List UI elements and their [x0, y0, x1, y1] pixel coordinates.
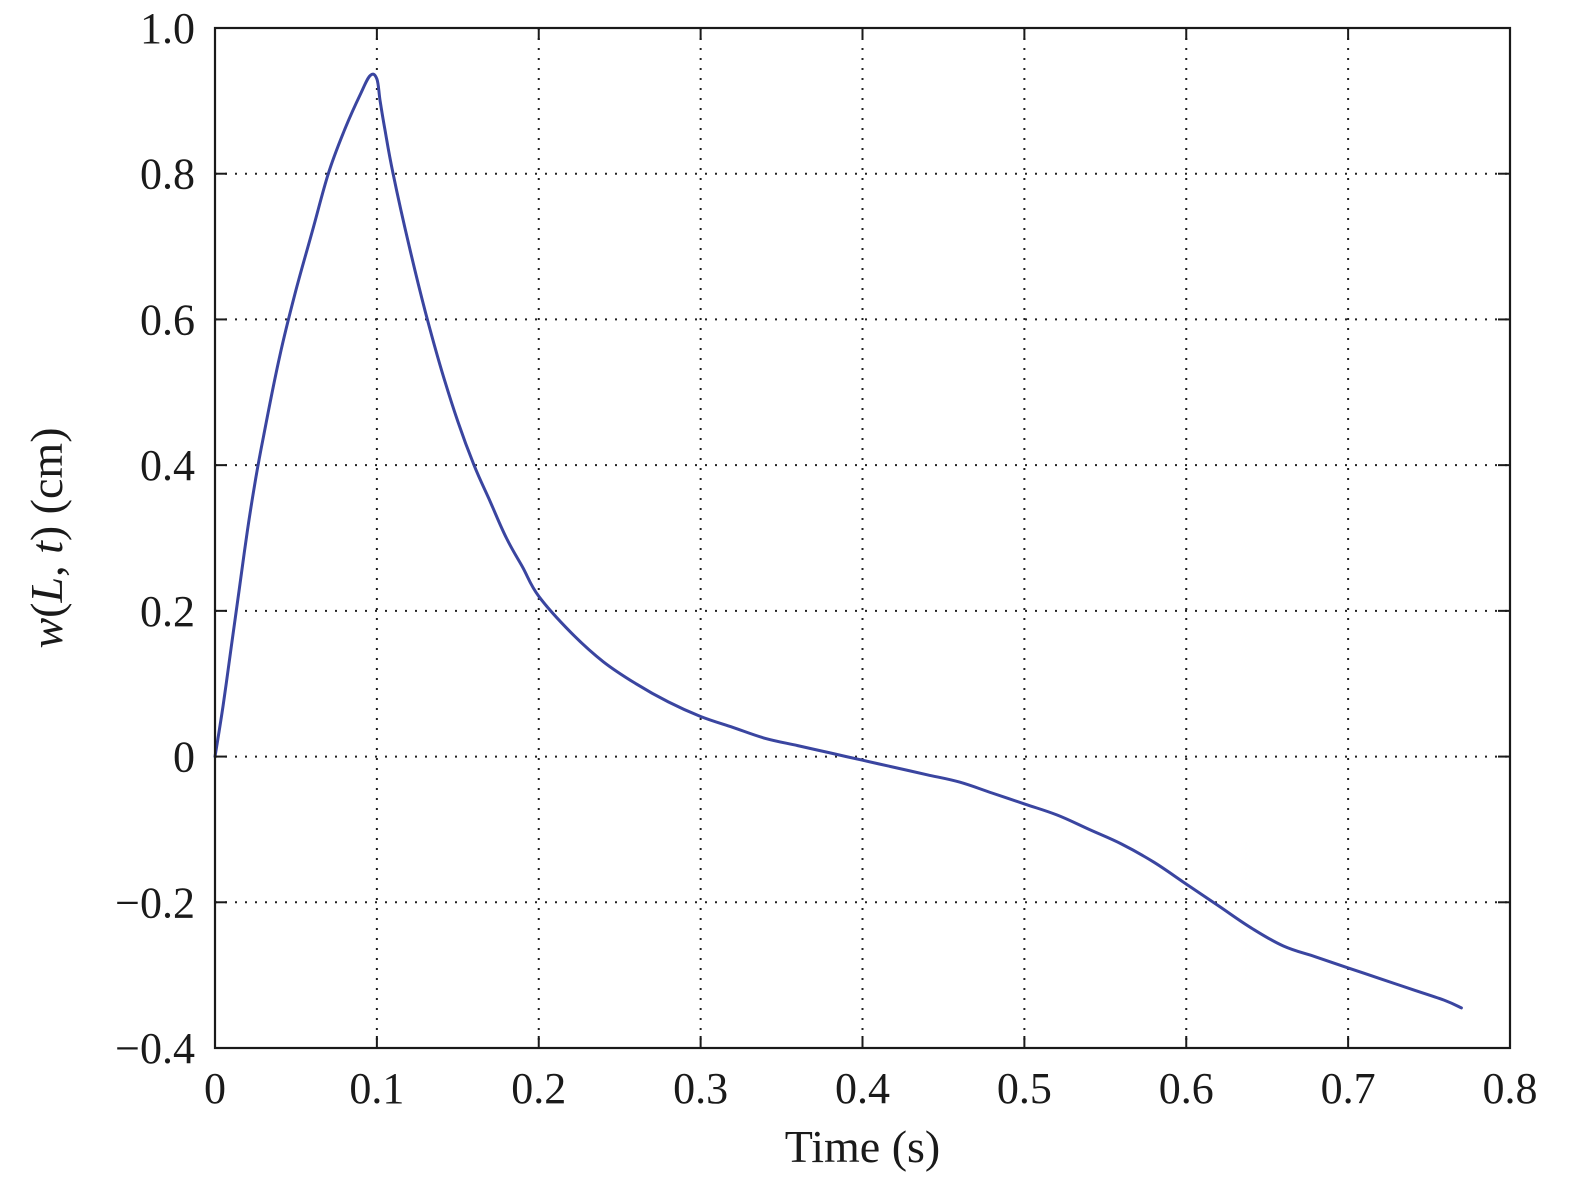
y-axis-label-part: w	[21, 618, 72, 649]
y-tick-label: 0	[173, 733, 195, 782]
y-axis-label-part: (	[21, 603, 72, 618]
x-tick-label: 0.3	[673, 1064, 728, 1113]
x-tick-label: 0.8	[1483, 1064, 1538, 1113]
y-tick-label: 1.0	[140, 4, 195, 53]
x-tick-label: 0.1	[349, 1064, 404, 1113]
series-line	[213, 72, 1463, 1010]
y-axis-label: w(L, t) (cm)	[21, 427, 72, 648]
x-tick-label: 0.2	[511, 1064, 566, 1113]
x-tick-label: 0.6	[1159, 1064, 1214, 1113]
y-axis-label-part: ) (cm)	[21, 427, 72, 541]
y-tick-label: 0.8	[140, 150, 195, 199]
x-tick-label: 0	[204, 1064, 226, 1113]
tick-marks	[214, 27, 1511, 1049]
y-axis-label-part: ,	[21, 554, 72, 577]
y-tick-label: 0.2	[140, 587, 195, 636]
x-tick-label: 0.5	[997, 1064, 1052, 1113]
x-tick-label: 0.7	[1321, 1064, 1376, 1113]
x-axis-label: Time (s)	[785, 1121, 941, 1172]
series-layer	[213, 72, 1463, 1010]
grid	[215, 28, 1510, 1048]
y-tick-label: −0.2	[115, 878, 195, 927]
x-tick-labels: 0 0.1 0.2 0.3 0.4 0.5 0.6 0.7 0.8	[204, 1064, 1538, 1113]
y-tick-labels: −0.4 −0.2 0 0.2 0.4 0.6 0.8 1.0	[115, 4, 195, 1073]
y-tick-label: 0.6	[140, 295, 195, 344]
y-tick-label: −0.4	[115, 1024, 195, 1073]
y-axis-label-part: t	[21, 540, 72, 554]
y-tick-label: 0.4	[140, 441, 195, 490]
x-tick-label: 0.4	[835, 1064, 890, 1113]
y-axis-label-part: L	[21, 577, 72, 604]
